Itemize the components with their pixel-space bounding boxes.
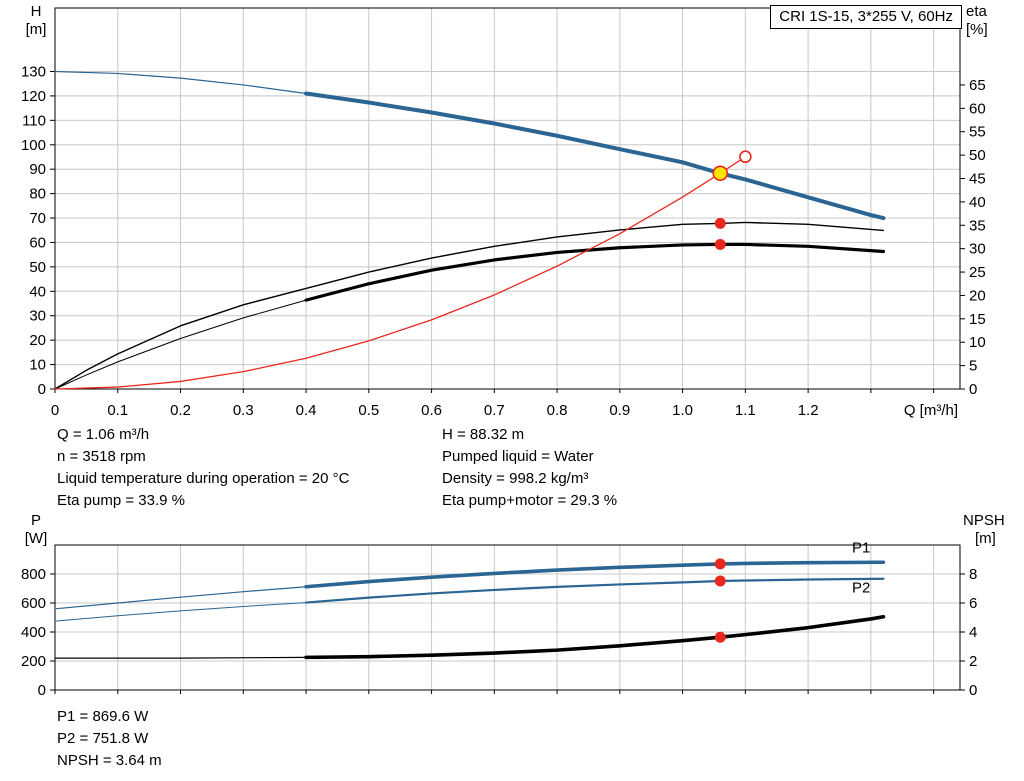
svg-text:70: 70	[29, 210, 46, 227]
duty-head-text: H = 88.32 m	[442, 426, 525, 443]
svg-text:0: 0	[969, 381, 977, 398]
annotation-left-column: Q = 1.06 m³/h n = 3518 rpm Liquid temper…	[57, 424, 349, 512]
svg-text:1.1: 1.1	[735, 402, 756, 419]
pump-model-title: CRI 1S-15, 3*255 V, 60Hz	[770, 5, 962, 29]
svg-text:400: 400	[21, 624, 46, 641]
svg-text:0.1: 0.1	[107, 402, 128, 419]
svg-text:0.9: 0.9	[609, 402, 630, 419]
svg-text:5: 5	[969, 358, 977, 375]
svg-text:50: 50	[969, 147, 986, 164]
bottom-chart-svg: 0 200 400 600 800 0 2 4 6 8 P1 P2	[21, 539, 977, 699]
svg-text:0.6: 0.6	[421, 402, 442, 419]
p-axis-title-symbol: P	[30, 512, 41, 529]
svg-text:65: 65	[969, 77, 986, 94]
svg-text:15: 15	[969, 311, 986, 328]
npsh-text: NPSH = 3.64 m	[57, 752, 162, 769]
duty-flow-text: Q = 1.06 m³/h	[57, 426, 150, 443]
eta-pump-text: Eta pump = 33.9 %	[57, 492, 185, 509]
svg-text:25: 25	[969, 264, 986, 281]
svg-text:6: 6	[969, 595, 977, 612]
h-axis-title: H [m]	[14, 3, 58, 39]
svg-text:1.0: 1.0	[672, 402, 693, 419]
svg-text:80: 80	[29, 186, 46, 203]
npsh-axis-title: NPSH [m]	[963, 512, 1005, 548]
svg-text:8: 8	[969, 566, 977, 583]
svg-text:600: 600	[21, 595, 46, 612]
svg-text:Q [m³/h]: Q [m³/h]	[904, 402, 958, 419]
liquid-temperature-text: Liquid temperature during operation = 20…	[57, 470, 350, 487]
svg-text:20: 20	[969, 287, 986, 304]
svg-text:0: 0	[38, 381, 46, 398]
density-text: Density = 998.2 kg/m³	[442, 470, 589, 487]
svg-text:P2: P2	[852, 580, 870, 597]
svg-text:2: 2	[969, 653, 977, 670]
p1-text: P1 = 869.6 W	[57, 708, 149, 725]
svg-text:40: 40	[29, 283, 46, 300]
p-axis-title-unit: [W]	[24, 530, 48, 547]
npsh-axis-title-symbol: NPSH	[963, 512, 1005, 529]
svg-text:4: 4	[969, 624, 977, 641]
svg-text:800: 800	[21, 566, 46, 583]
eta-axis-title: eta [%]	[966, 3, 988, 39]
svg-text:90: 90	[29, 161, 46, 178]
svg-text:0: 0	[969, 682, 977, 699]
svg-text:10: 10	[969, 334, 986, 351]
svg-text:40: 40	[969, 194, 986, 211]
h-axis-title-unit: [m]	[25, 21, 47, 38]
svg-text:0.2: 0.2	[170, 402, 191, 419]
eta-axis-title-symbol: eta	[966, 3, 987, 20]
svg-text:0.5: 0.5	[358, 402, 379, 419]
svg-text:60: 60	[969, 100, 986, 117]
svg-text:35: 35	[969, 217, 986, 234]
svg-text:55: 55	[969, 124, 986, 141]
svg-text:0: 0	[51, 402, 59, 419]
svg-text:120: 120	[21, 88, 46, 105]
svg-text:45: 45	[969, 171, 986, 188]
p-axis-title: P [W]	[14, 512, 58, 548]
pumped-liquid-text: Pumped liquid = Water	[442, 448, 594, 465]
top-chart-svg: 0 10 20 30 40 50 60 70 80 90 100 110 120 130 0 5 10 15 20 2…	[21, 7, 986, 419]
h-axis-title-symbol: H	[30, 3, 42, 20]
eta-axis-title-unit: [%]	[966, 21, 988, 38]
svg-text:0: 0	[38, 682, 46, 699]
svg-text:0.7: 0.7	[484, 402, 505, 419]
svg-text:0.4: 0.4	[296, 402, 317, 419]
svg-text:P1: P1	[852, 539, 870, 556]
p2-text: P2 = 751.8 W	[57, 730, 149, 747]
svg-text:30: 30	[29, 308, 46, 325]
npsh-axis-title-unit: [m]	[975, 530, 996, 547]
svg-text:100: 100	[21, 137, 46, 154]
svg-text:200: 200	[21, 653, 46, 670]
svg-text:130: 130	[21, 64, 46, 81]
svg-text:60: 60	[29, 234, 46, 251]
svg-text:30: 30	[969, 241, 986, 258]
svg-text:50: 50	[29, 259, 46, 276]
svg-text:1.2: 1.2	[798, 402, 819, 419]
speed-text: n = 3518 rpm	[57, 448, 146, 465]
svg-text:0.3: 0.3	[233, 402, 254, 419]
annotation-right-column: H = 88.32 m Pumped liquid = Water Densit…	[442, 424, 617, 512]
svg-text:10: 10	[29, 357, 46, 374]
svg-text:20: 20	[29, 332, 46, 349]
svg-text:110: 110	[22, 112, 46, 129]
result-text-block: P1 = 869.6 W P2 = 751.8 W NPSH = 3.64 m	[57, 706, 162, 772]
svg-text:0.8: 0.8	[547, 402, 568, 419]
eta-pump-motor-text: Eta pump+motor = 29.3 %	[442, 492, 618, 509]
